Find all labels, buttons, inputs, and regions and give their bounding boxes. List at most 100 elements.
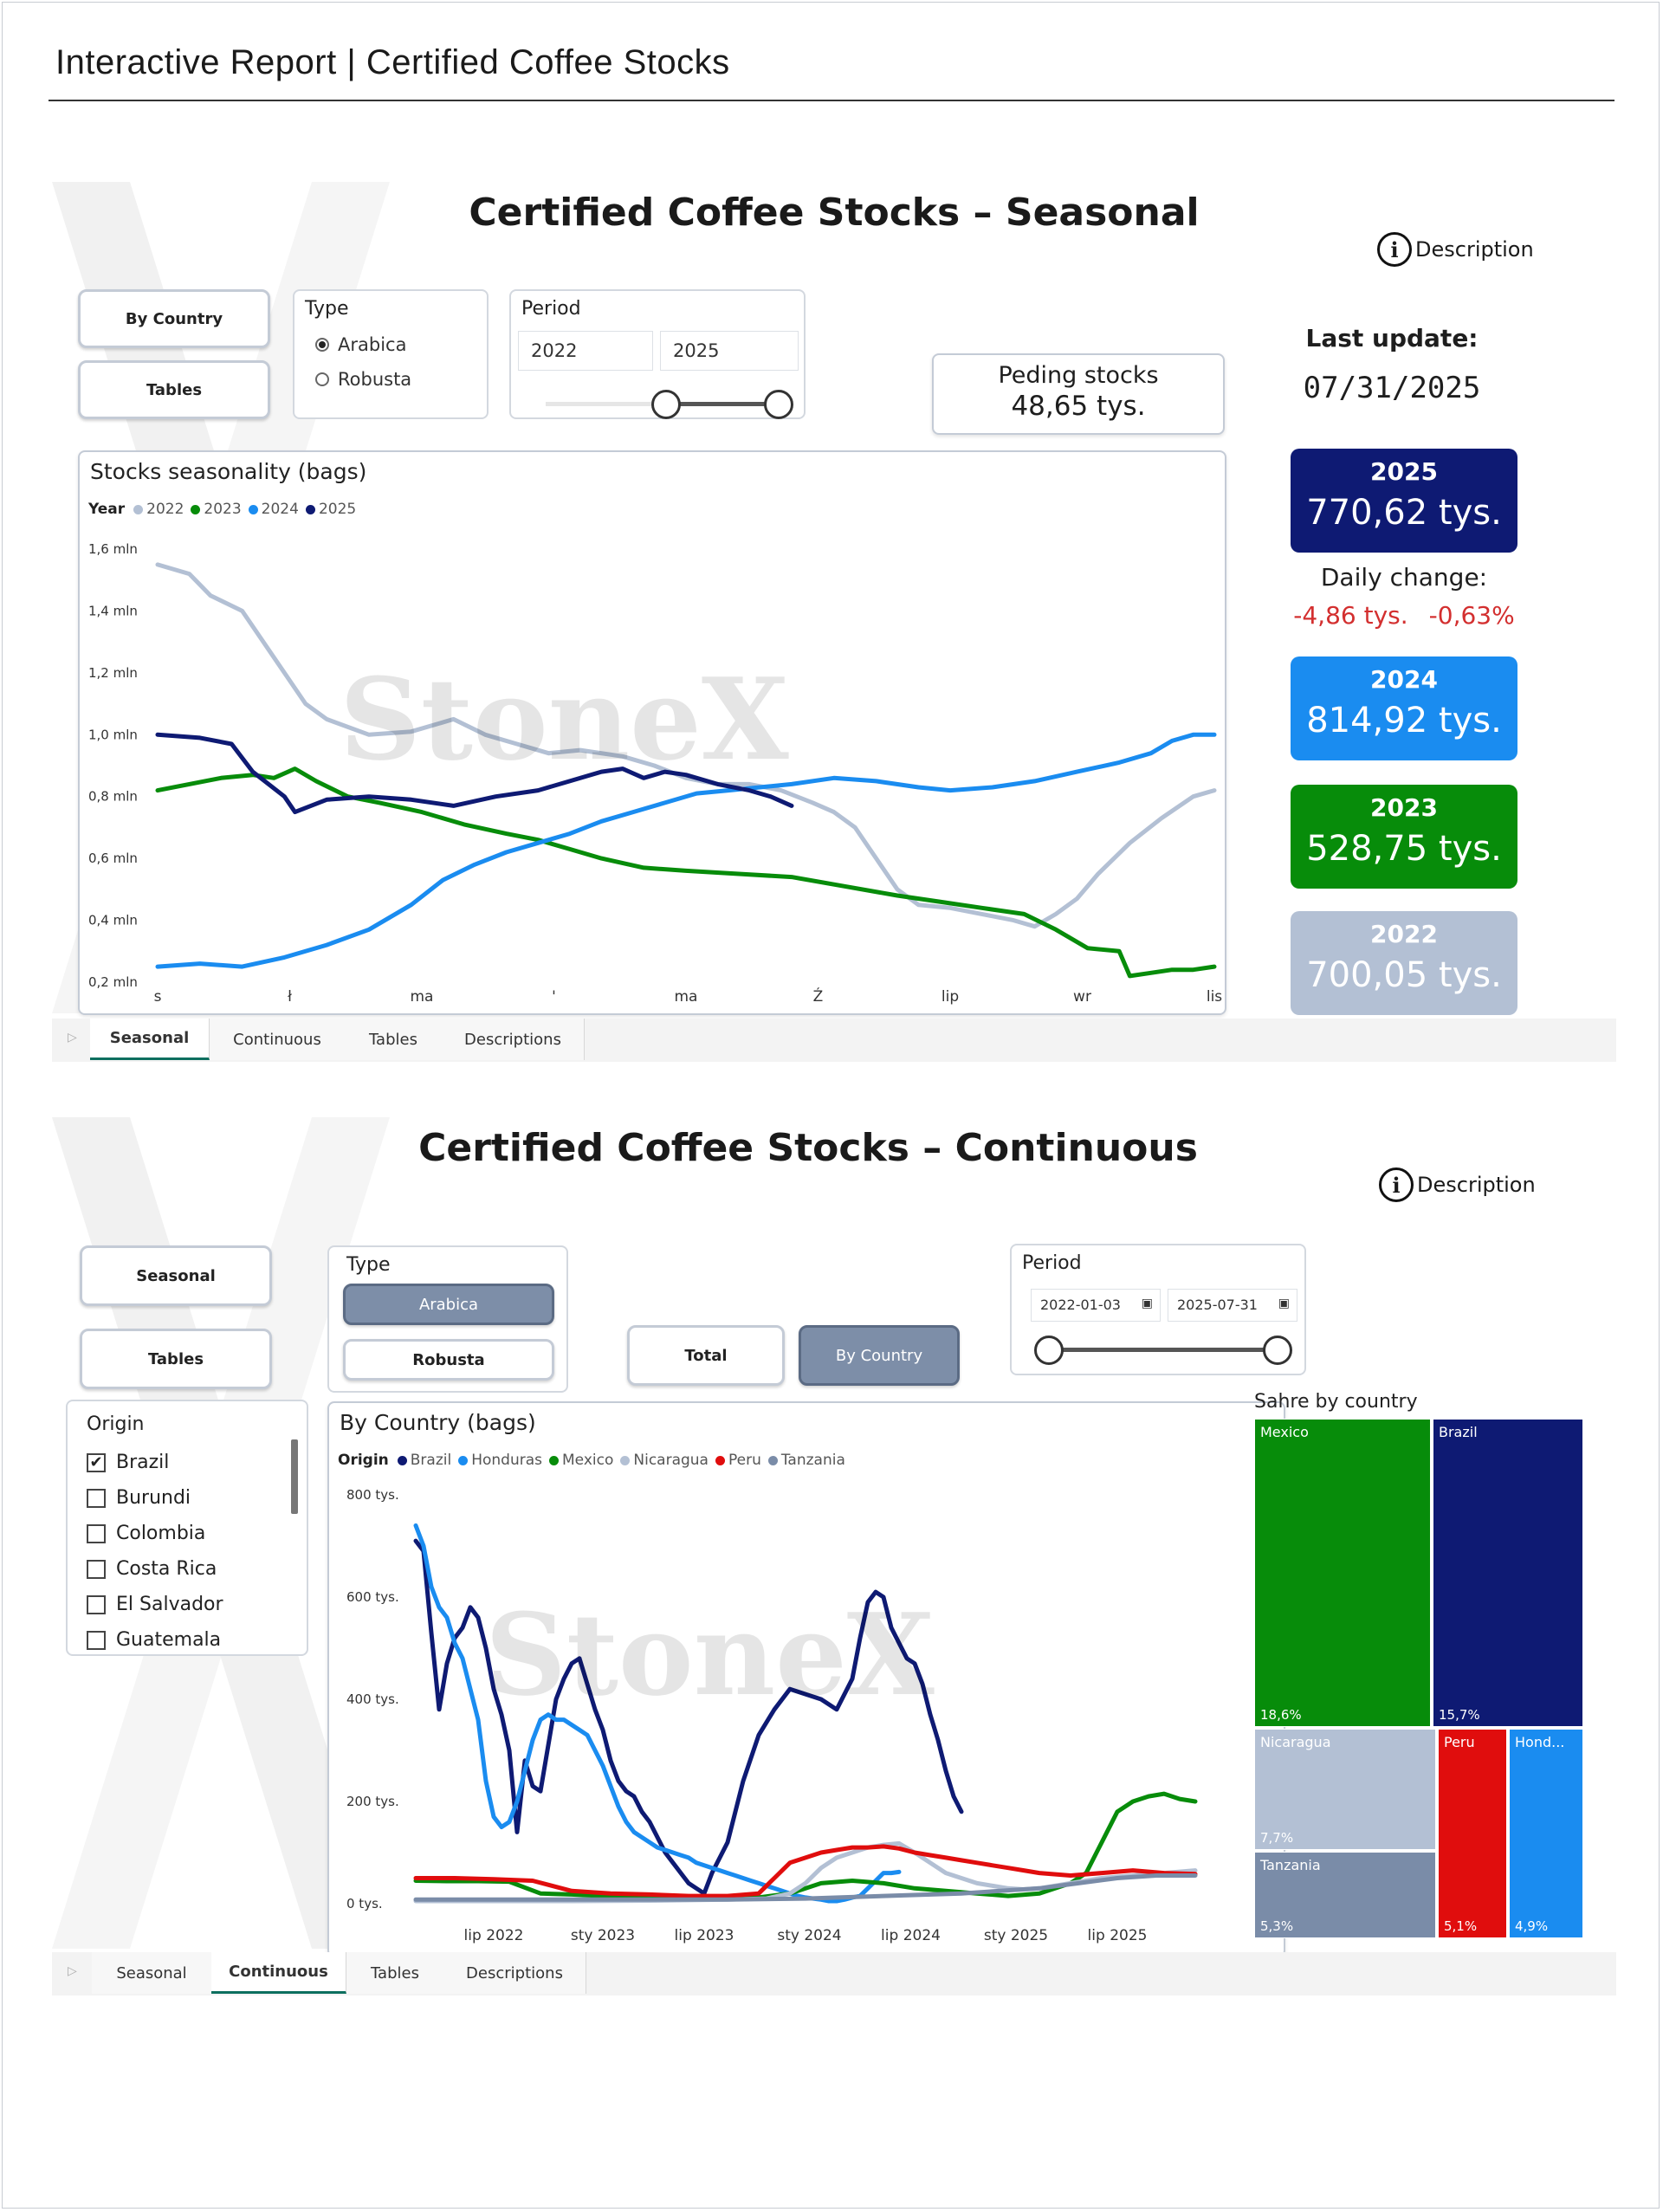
title-divider <box>49 100 1614 101</box>
legend-item[interactable]: 2024 <box>248 501 299 518</box>
checkbox-empty-icon[interactable] <box>87 1594 106 1614</box>
legend-item[interactable]: Honduras <box>458 1452 542 1469</box>
origin-item-el-salvador[interactable]: El Salvador <box>87 1594 223 1615</box>
type-robusta-button[interactable]: Robusta <box>343 1339 554 1381</box>
x-tick-label: lip 2024 <box>881 1927 941 1944</box>
origin-list-scrollbar[interactable] <box>291 1439 298 1514</box>
x-tick-label: s <box>154 988 162 1006</box>
radio-robusta-label: Robusta <box>338 369 412 390</box>
tables-button[interactable]: Tables <box>78 360 270 419</box>
by-country-chart-plot: 800 tys. 600 tys. 400 tys. 200 tys. 0 tys. li… <box>346 1487 1198 1944</box>
legend-dot-icon <box>305 504 315 514</box>
treemap-cell-name: Nicaragua <box>1260 1734 1331 1750</box>
period-slider-start-handle[interactable] <box>651 390 681 419</box>
y-tick-label: 200 tys. <box>346 1794 399 1809</box>
daily-change-values: -4,86 tys. -0,63% <box>1278 601 1530 630</box>
y-tick-label: 1,2 mln <box>88 665 138 681</box>
info-icon: i <box>1379 1167 1414 1202</box>
legend-item[interactable]: 2022 <box>133 501 184 518</box>
legend-label: 2025 <box>318 501 357 518</box>
type-arabica-button[interactable]: Arabica <box>343 1284 554 1325</box>
origin-item-guatemala[interactable]: Guatemala <box>87 1629 221 1651</box>
continuous-section: Certified Coffee Stocks – Continuous i D… <box>52 1117 1616 1996</box>
treemap-cell-name: Brazil <box>1439 1424 1478 1440</box>
legend-item[interactable]: Peru <box>715 1452 761 1469</box>
legend-item[interactable]: 2023 <box>191 501 242 518</box>
tab-continuous[interactable]: Continuous <box>210 1019 346 1060</box>
checkbox-checked-icon[interactable]: ✔ <box>87 1452 106 1472</box>
origin-item-brazil[interactable]: ✔ Brazil <box>87 1452 169 1473</box>
tab-continuous[interactable]: Continuous <box>211 1952 346 1994</box>
by-country-button[interactable]: By Country <box>78 289 270 348</box>
origin-item-label: Burundi <box>116 1487 191 1509</box>
period-to-date[interactable]: 2025-07-31 ▣ <box>1168 1289 1297 1322</box>
kpi-card-2024: 2024 814,92 tys. <box>1291 656 1517 760</box>
tables-button[interactable]: Tables <box>80 1329 272 1389</box>
tab-scroll-left-icon[interactable]: ▷ <box>68 1964 77 1978</box>
treemap-cell-brazil[interactable]: Brazil 15,7% <box>1433 1419 1583 1727</box>
continuous-description-button[interactable]: i Description <box>1379 1167 1536 1202</box>
legend-dot-icon <box>458 1455 469 1465</box>
tab-descriptions[interactable]: Descriptions <box>442 1019 585 1060</box>
tab-seasonal[interactable]: Seasonal <box>92 1952 212 1994</box>
by-country-view-button[interactable]: By Country <box>799 1325 960 1386</box>
period-slider-fill <box>1050 1348 1275 1352</box>
tab-descriptions[interactable]: Descriptions <box>443 1952 586 1994</box>
origin-item-label: Brazil <box>116 1452 170 1473</box>
type-filter: Type Arabica Robusta <box>293 289 489 419</box>
y-tick-label: 0,2 mln <box>88 974 138 990</box>
period-from-date[interactable]: 2022-01-03 ▣ <box>1031 1289 1161 1322</box>
treemap-cell-nicaragua[interactable]: Nicaragua 7,7% <box>1254 1729 1436 1850</box>
x-tick-label: wr <box>1073 988 1091 1006</box>
total-view-button[interactable]: Total <box>627 1325 785 1386</box>
legend-item[interactable]: Mexico <box>549 1452 613 1469</box>
x-tick-label: ' <box>552 988 556 1006</box>
legend-item[interactable]: 2025 <box>305 501 357 518</box>
checkbox-empty-icon[interactable] <box>87 1523 106 1543</box>
treemap-cell-name: Peru <box>1444 1734 1475 1750</box>
period-filter: Period 2022 2025 <box>509 289 806 419</box>
treemap-cell-percent: 5,3% <box>1260 1918 1294 1934</box>
origin-item-costa-rica[interactable]: Costa Rica <box>87 1558 217 1580</box>
period-slider-end-handle[interactable] <box>764 390 793 419</box>
treemap-cell-mexico[interactable]: Mexico 18,6% <box>1254 1419 1431 1727</box>
legend-title: Origin <box>338 1452 389 1469</box>
radio-arabica[interactable]: Arabica <box>315 334 406 355</box>
legend-item[interactable]: Nicaragua <box>620 1452 709 1469</box>
checkbox-empty-icon[interactable] <box>87 1488 106 1508</box>
x-tick-label: lip <box>942 988 959 1006</box>
type-filter-label: Type <box>305 298 349 320</box>
chart-legend: Origin Brazil Honduras Mexico Nicaragua Peru… <box>338 1452 845 1469</box>
treemap-cell-peru[interactable]: Peru 5,1% <box>1438 1729 1507 1938</box>
period-from-input[interactable]: 2022 <box>518 331 653 371</box>
tab-scroll-left-icon[interactable]: ▷ <box>68 1031 77 1045</box>
checkbox-empty-icon[interactable] <box>87 1630 106 1650</box>
legend-item[interactable]: Brazil <box>397 1452 451 1469</box>
legend-dot-icon <box>715 1455 725 1465</box>
legend-dot-icon <box>549 1455 560 1465</box>
radio-empty-icon <box>315 372 329 386</box>
legend-title: Year <box>88 501 126 518</box>
treemap-cell-tanzania[interactable]: Tanzania 5,3% <box>1254 1852 1436 1938</box>
radio-robusta[interactable]: Robusta <box>315 369 411 390</box>
y-tick-label: 1,0 mln <box>88 727 138 742</box>
seasonal-button[interactable]: Seasonal <box>80 1245 272 1306</box>
checkbox-empty-icon[interactable] <box>87 1559 106 1579</box>
share-treemap: Mexico 18,6% Brazil 15,7% Nicaragua 7,7% Tanza… <box>1254 1419 1583 1938</box>
tab-tables[interactable]: Tables <box>345 1019 443 1060</box>
tab-tables[interactable]: Tables <box>346 1952 444 1994</box>
period-slider-end-handle[interactable] <box>1263 1336 1292 1365</box>
period-slider-start-handle[interactable] <box>1034 1336 1064 1365</box>
x-tick-label: lip 2023 <box>675 1927 734 1944</box>
seasonal-description-button[interactable]: i Description <box>1377 232 1534 267</box>
kpi-value: 770,62 tys. <box>1306 493 1502 533</box>
tab-seasonal[interactable]: Seasonal <box>90 1019 210 1060</box>
legend-item[interactable]: Tanzania <box>767 1452 845 1469</box>
chart-legend: Year 2022 2023 2024 2025 <box>88 501 356 518</box>
kpi-value: 814,92 tys. <box>1306 701 1502 741</box>
origin-item-colombia[interactable]: Colombia <box>87 1523 205 1544</box>
kpi-value: 528,75 tys. <box>1306 829 1502 869</box>
period-to-input[interactable]: 2025 <box>660 331 799 371</box>
origin-item-burundi[interactable]: Burundi <box>87 1487 191 1509</box>
treemap-cell-hond[interactable]: Hond... 4,9% <box>1509 1729 1583 1938</box>
